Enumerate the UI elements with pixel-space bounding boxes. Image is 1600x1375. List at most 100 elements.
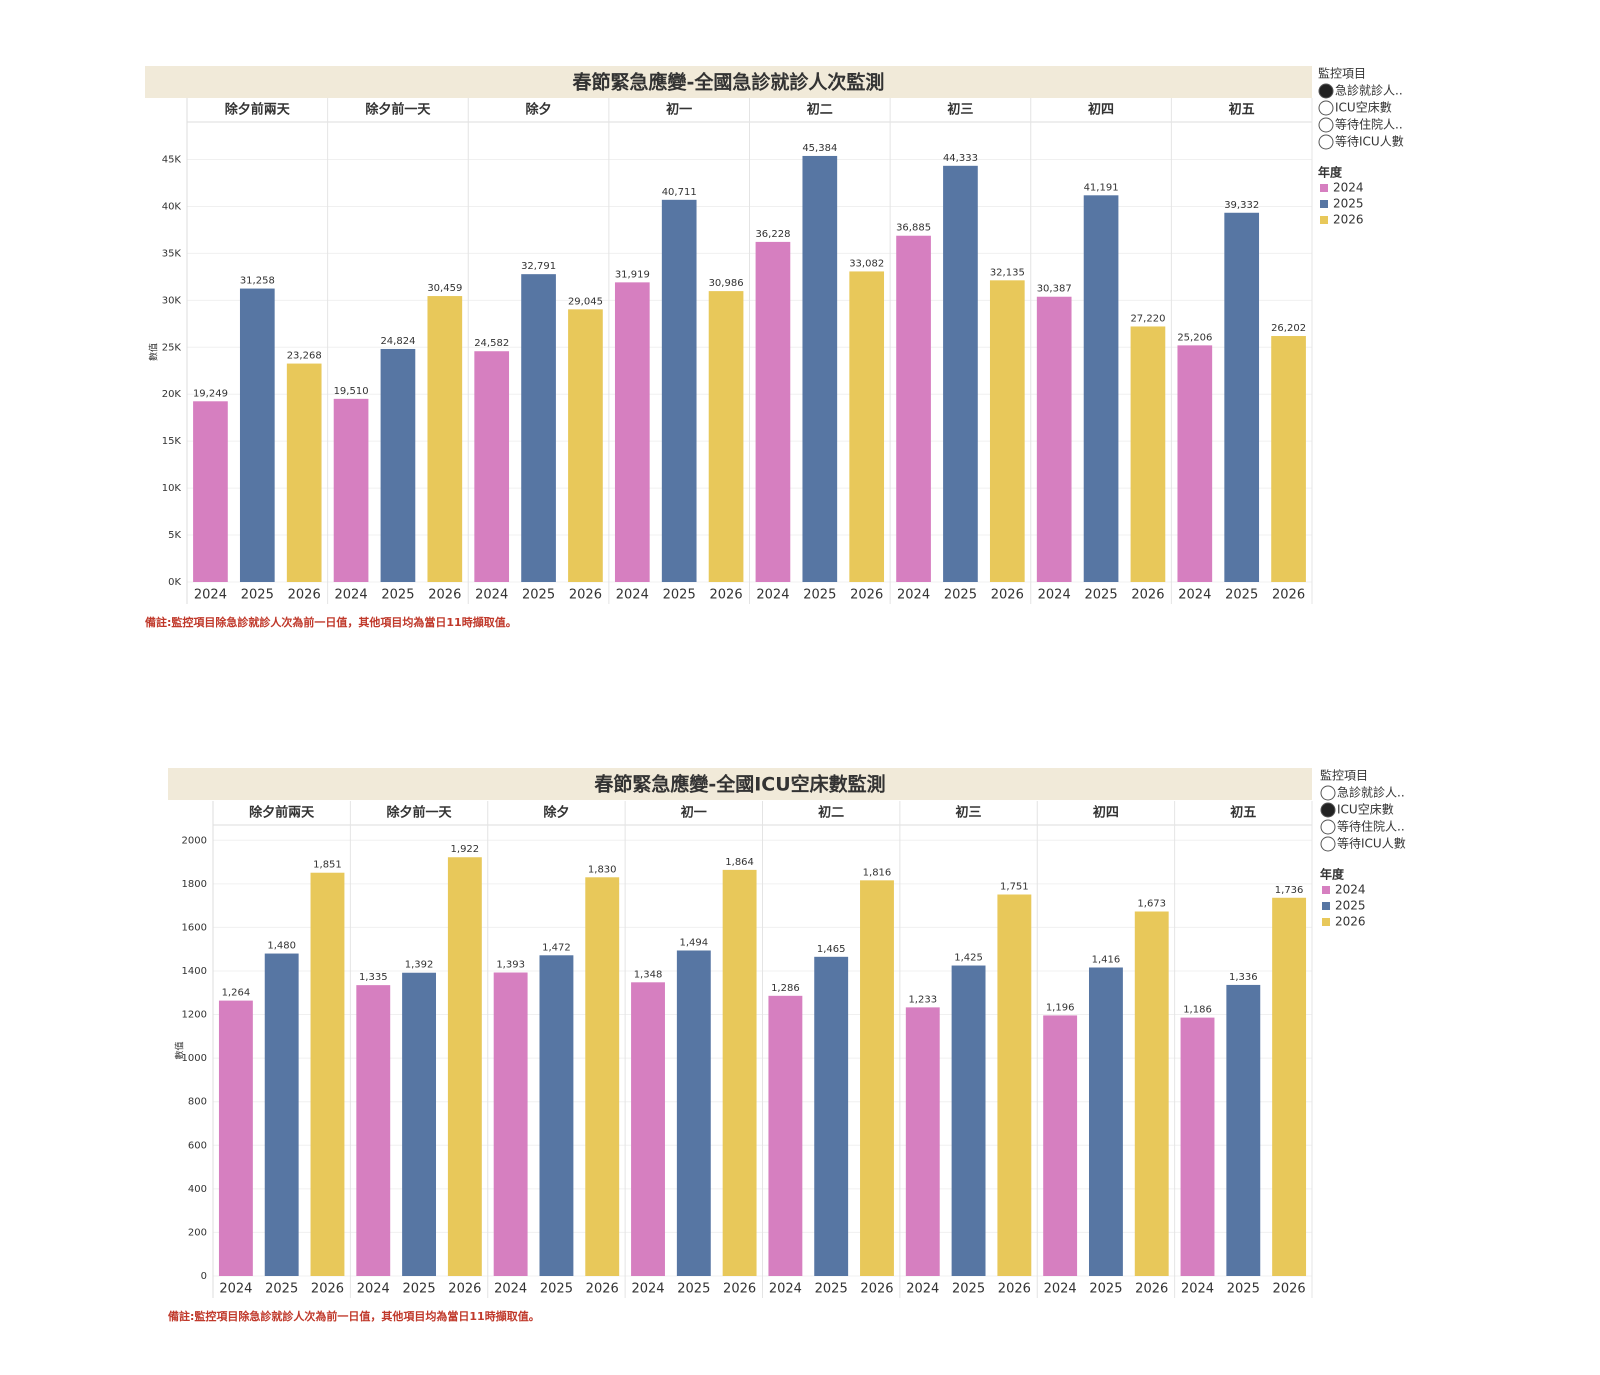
bar [1224,212,1260,583]
y-tick-label: 1000 [182,1053,207,1064]
bar [310,872,345,1276]
radio-button[interactable] [1320,836,1336,852]
x-tick-label: 2025 [815,1282,848,1297]
radio-label[interactable]: 等待ICU人數 [1335,135,1404,149]
group-header: 初三 [956,805,982,821]
radio-button[interactable] [1320,785,1336,801]
x-tick-label: 2024 [194,588,227,603]
y-tick-label: 600 [188,1140,207,1151]
value-label: 30,459 [427,283,462,294]
bar [951,965,986,1276]
y-axis-label: 數值 [174,1041,186,1059]
legend-label: 2026 [1335,915,1366,929]
y-tick-label: 15K [162,436,182,447]
bar [661,199,697,582]
bar [356,985,391,1276]
bar [1272,897,1307,1276]
value-label: 1,465 [817,944,846,955]
chart-title: 春節緊急應變-全國急診就診人次監測 [573,71,885,94]
group-header: 初一 [666,102,692,118]
x-tick-label: 2026 [448,1282,481,1297]
radio-button[interactable] [1318,117,1334,133]
value-label: 24,824 [380,336,415,347]
bar [631,982,665,1276]
bar [264,953,299,1276]
x-tick-label: 2024 [906,1282,939,1297]
x-tick-label: 2025 [1089,1282,1122,1297]
group-header: 初一 [681,805,707,821]
x-tick-label: 2025 [381,588,414,603]
x-tick-label: 2025 [403,1282,436,1297]
x-tick-label: 2025 [952,1282,985,1297]
bar [1043,1015,1078,1276]
value-label: 24,582 [474,338,509,349]
y-tick-label: 0 [201,1271,207,1282]
value-label: 19,510 [334,386,369,397]
value-label: 45,384 [802,143,837,154]
bar [814,956,849,1276]
legend-label: 2025 [1333,197,1364,211]
y-tick-label: 30K [162,295,182,306]
x-tick-label: 2024 [631,1282,664,1297]
group-header: 除夕前兩天 [249,805,315,821]
bar [447,857,482,1276]
bar [676,950,711,1276]
x-tick-label: 2026 [1273,1282,1306,1297]
x-tick-label: 2026 [288,588,321,603]
value-label: 1,494 [679,937,708,948]
x-tick-label: 2026 [428,588,461,603]
y-tick-label: 10K [162,483,182,494]
value-label: 19,249 [193,388,228,399]
legend-title: 年度 [1318,165,1343,180]
bar [380,348,416,582]
group-header: 除夕 [526,102,552,118]
legend-label: 2024 [1333,181,1364,195]
radio-label[interactable]: 等待ICU人數 [1337,837,1406,851]
x-tick-label: 2026 [991,588,1024,603]
value-label: 1,472 [542,942,571,953]
bar [943,165,978,582]
radio-button[interactable] [1318,83,1334,99]
filter-title: 監控項目 [1318,66,1366,81]
bar [997,894,1032,1276]
radio-button[interactable] [1320,819,1336,835]
value-label: 1,393 [496,960,525,971]
bar [521,274,556,582]
group-header: 初五 [1230,805,1256,821]
value-label: 1,425 [954,953,983,964]
value-label: 1,233 [908,994,937,1005]
value-label: 1,816 [863,867,892,878]
bar [905,1007,940,1276]
y-tick-label: 200 [188,1227,207,1238]
radio-button[interactable] [1320,802,1336,818]
bar [1036,296,1072,582]
value-label: 32,791 [521,261,556,272]
x-tick-label: 2026 [1272,588,1305,603]
bar [427,296,463,582]
radio-label[interactable]: 等待住院人.. [1337,820,1405,834]
value-label: 1,922 [451,844,480,855]
radio-label[interactable]: ICU空床數 [1337,803,1394,817]
group-header: 初三 [947,102,973,118]
bar [860,880,894,1276]
x-tick-label: 2026 [723,1282,756,1297]
radio-label[interactable]: 急診就診人.. [1337,785,1405,800]
legend-swatch [1322,918,1330,926]
radio-label[interactable]: 等待住院人.. [1335,118,1403,132]
x-tick-label: 2026 [860,1282,893,1297]
x-tick-label: 2025 [241,588,274,603]
radio-label[interactable]: ICU空床數 [1335,101,1392,115]
bar [218,1000,253,1276]
legend-label: 2026 [1333,213,1364,227]
y-tick-label: 800 [188,1097,207,1108]
radio-label[interactable]: 急診就診人.. [1335,83,1403,98]
group-header: 初二 [807,102,833,118]
x-tick-label: 2025 [1085,588,1118,603]
bar [989,280,1025,582]
radio-button[interactable] [1318,134,1334,150]
value-label: 33,082 [849,258,884,269]
group-header: 初四 [1093,805,1119,821]
radio-button[interactable] [1318,100,1334,116]
legend-swatch [1320,200,1328,208]
